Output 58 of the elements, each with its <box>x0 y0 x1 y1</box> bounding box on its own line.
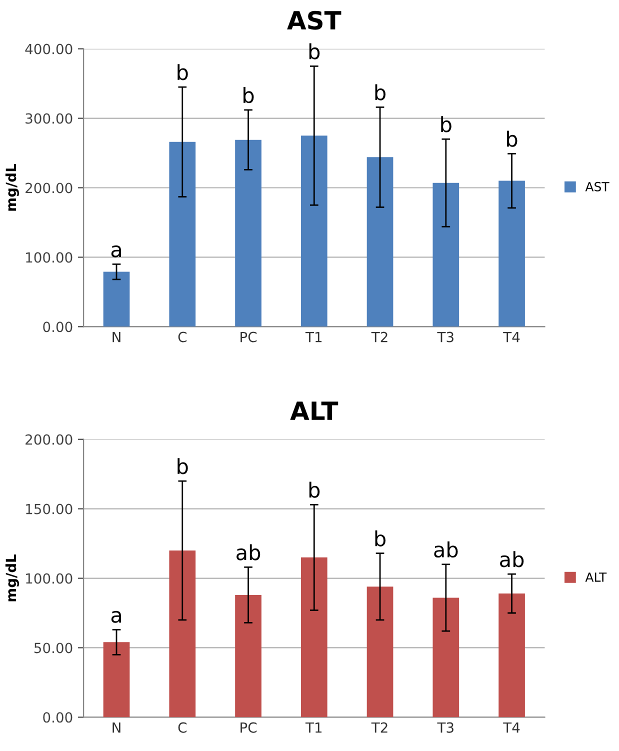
x-tick-label: C <box>178 332 186 342</box>
x-tick-label: T4 <box>503 332 520 342</box>
x-tick-label: T2 <box>371 332 388 342</box>
y-tick-label: 200.00 <box>26 434 72 445</box>
bar <box>103 642 130 718</box>
x-tick-label: PC <box>240 722 257 733</box>
annotation: b <box>309 43 320 60</box>
annotation: ab <box>434 541 458 558</box>
y-tick-label: 200.00 <box>26 182 72 194</box>
y-tick-label: 300.00 <box>26 113 72 124</box>
annotation: b <box>309 482 320 498</box>
x-tick-label: C <box>178 722 186 733</box>
y-axis-title: mg/dL <box>5 164 19 211</box>
bar <box>366 586 394 718</box>
y-tick-label: 400.00 <box>25 44 72 54</box>
y-tick-label: 100.00 <box>26 573 72 584</box>
bar <box>235 140 262 327</box>
x-tick-label: PC <box>240 332 257 342</box>
x-tick-label: T3 <box>437 332 454 342</box>
x-tick-label: T2 <box>371 722 388 733</box>
annotation: b <box>178 458 188 474</box>
y-tick-label: 0.00 <box>43 712 72 723</box>
chart-title: ALT <box>290 402 338 420</box>
y-tick-label: 150.00 <box>26 504 72 514</box>
annotation: a <box>111 610 121 623</box>
chart-title: AST <box>287 10 342 30</box>
bar <box>432 182 460 327</box>
annotation: b <box>375 84 386 100</box>
y-tick-label: 100.00 <box>26 252 72 263</box>
x-tick-label: T1 <box>305 332 322 342</box>
y-axis-title: mg/dL <box>5 554 19 602</box>
bar <box>103 272 130 327</box>
bar <box>169 550 196 718</box>
annotation: b <box>507 130 518 147</box>
y-tick-label: 0.00 <box>43 322 72 332</box>
x-tick-label: N <box>112 722 120 733</box>
y-tick-label: 50.00 <box>34 642 72 654</box>
x-tick-label: T3 <box>437 722 454 733</box>
annotation: ab <box>500 551 524 568</box>
bar <box>498 594 525 718</box>
legend-label: ALT <box>585 572 607 582</box>
x-tick-label: T4 <box>503 722 520 733</box>
annotation: b <box>178 64 188 80</box>
bar <box>498 180 525 327</box>
bar <box>235 594 262 718</box>
annotation: b <box>441 116 452 132</box>
bar <box>432 598 460 718</box>
legend-label: AST <box>585 182 610 192</box>
annotation: b <box>244 87 254 104</box>
x-tick-label: T1 <box>305 722 322 733</box>
x-tick-label: N <box>112 332 120 342</box>
annotation: a <box>111 245 121 258</box>
bar <box>300 136 328 327</box>
bar <box>169 142 196 327</box>
bar <box>300 557 328 718</box>
bar <box>366 157 394 327</box>
annotation: b <box>375 530 386 546</box>
annotation: ab <box>236 544 260 560</box>
